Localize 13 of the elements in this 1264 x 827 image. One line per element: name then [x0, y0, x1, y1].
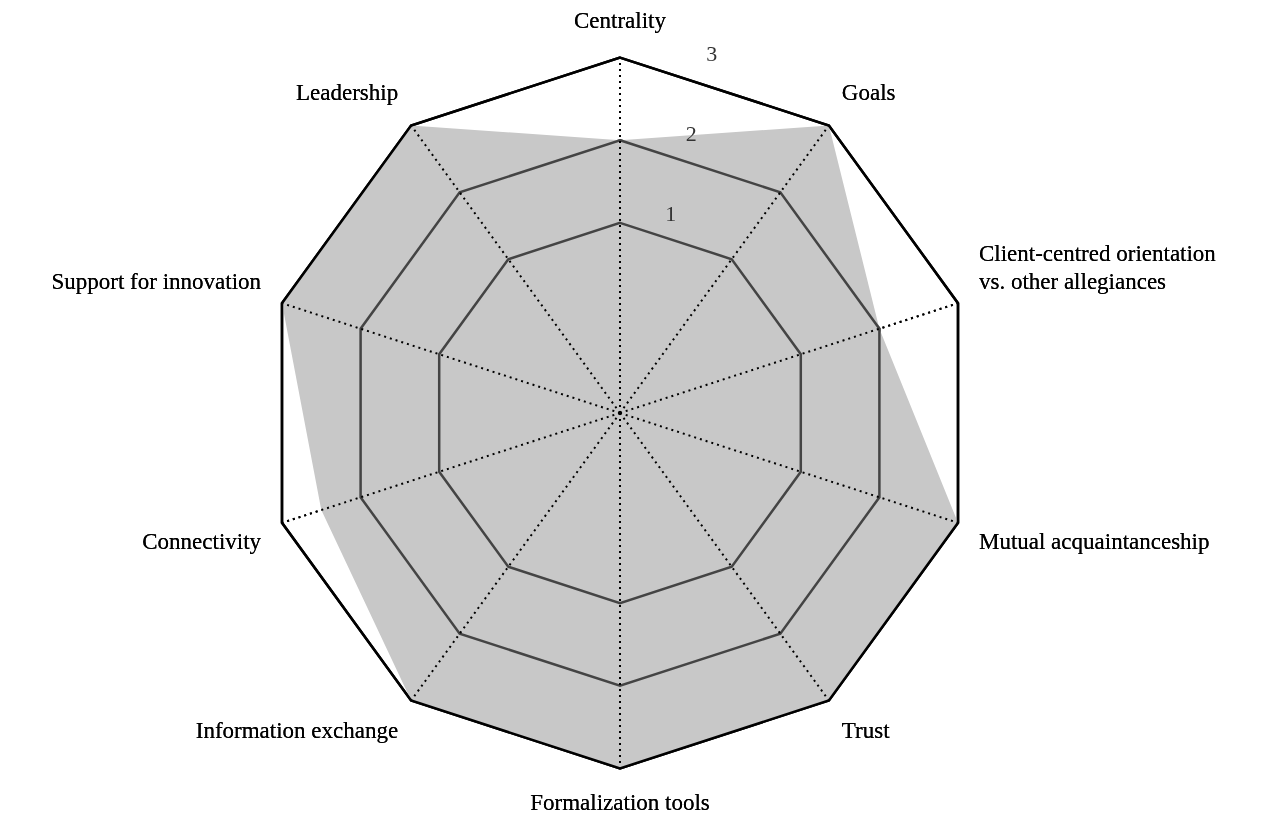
y-tick-label: 2 — [685, 121, 697, 147]
spoke-label: Support for innovation — [51, 268, 262, 294]
spoke-label: Client-centred orientation vs. other allegiances — [978, 241, 1217, 294]
spoke-label: Centrality — [574, 7, 667, 33]
spoke-label: Formalization tools — [530, 790, 710, 816]
y-tick-label: 1 — [665, 201, 677, 227]
y-tick-label: 3 — [706, 40, 718, 66]
spoke-label: Trust — [841, 718, 891, 744]
spoke-label: Connectivity — [142, 529, 262, 555]
spoke-label: Leadership — [295, 79, 399, 105]
spoke-label: Information exchange — [195, 718, 399, 744]
spoke-label: Mutual acquaintanceship — [978, 529, 1210, 555]
spoke-label: Goals — [841, 79, 896, 105]
